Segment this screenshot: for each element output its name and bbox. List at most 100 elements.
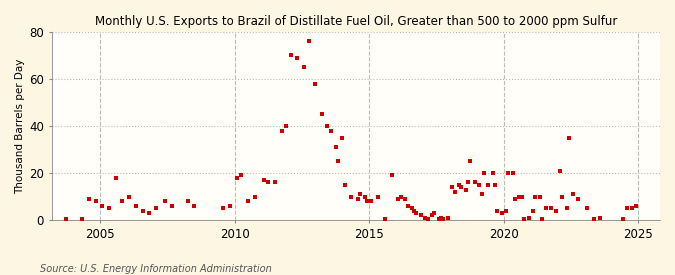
Point xyxy=(167,204,178,208)
Point xyxy=(581,206,592,211)
Point xyxy=(346,194,356,199)
Point xyxy=(447,185,458,189)
Point xyxy=(626,206,637,211)
Point xyxy=(117,199,128,204)
Point xyxy=(366,199,377,204)
Point xyxy=(550,208,561,213)
Point xyxy=(456,185,466,189)
Point xyxy=(263,180,274,185)
Point xyxy=(393,197,404,201)
Point xyxy=(528,208,539,213)
Point xyxy=(409,208,420,213)
Point xyxy=(510,197,520,201)
Y-axis label: Thousand Barrels per Day: Thousand Barrels per Day xyxy=(15,58,25,194)
Point xyxy=(496,211,507,215)
Point xyxy=(400,197,410,201)
Point xyxy=(545,206,556,211)
Point xyxy=(501,208,512,213)
Point xyxy=(355,192,366,196)
Point xyxy=(572,197,583,201)
Point xyxy=(137,208,148,213)
Point xyxy=(77,217,88,221)
Point xyxy=(130,204,141,208)
Point xyxy=(144,211,155,215)
Point xyxy=(618,217,628,221)
Point xyxy=(523,216,534,220)
Point xyxy=(189,204,200,208)
Point xyxy=(476,192,487,196)
Point xyxy=(359,194,370,199)
Point xyxy=(568,192,578,196)
Point xyxy=(303,39,314,43)
Point xyxy=(379,217,390,221)
Point xyxy=(250,194,261,199)
Point xyxy=(352,197,363,201)
Point xyxy=(541,206,551,211)
Point xyxy=(104,206,115,211)
Point xyxy=(588,217,599,221)
Point xyxy=(483,183,493,187)
Point xyxy=(236,173,247,178)
Point xyxy=(416,213,427,218)
Point xyxy=(182,199,193,204)
Point xyxy=(339,183,350,187)
Point xyxy=(489,183,500,187)
Point xyxy=(443,216,454,220)
Point xyxy=(436,216,447,220)
Point xyxy=(151,206,161,211)
Point xyxy=(411,211,422,215)
Point xyxy=(557,194,568,199)
Title: Monthly U.S. Exports to Brazil of Distillate Fuel Oil, Greater than 500 to 2000 : Monthly U.S. Exports to Brazil of Distil… xyxy=(95,15,617,28)
Point xyxy=(518,217,529,221)
Point xyxy=(362,199,373,204)
Point xyxy=(530,194,541,199)
Point xyxy=(438,217,449,222)
Point xyxy=(218,206,229,211)
Point xyxy=(160,199,171,204)
Point xyxy=(396,194,406,199)
Point xyxy=(225,204,236,208)
Point xyxy=(474,183,485,187)
Point xyxy=(292,56,303,60)
Point xyxy=(232,175,242,180)
Point xyxy=(90,199,101,204)
Point xyxy=(561,206,572,211)
Point xyxy=(595,216,605,220)
Point xyxy=(402,204,413,208)
Point xyxy=(622,206,632,211)
Point xyxy=(332,159,343,164)
Point xyxy=(124,194,134,199)
Point xyxy=(84,197,95,201)
Point xyxy=(429,211,440,215)
Point xyxy=(508,171,518,175)
Point xyxy=(462,180,473,185)
Text: Source: U.S. Energy Information Administration: Source: U.S. Energy Information Administ… xyxy=(40,264,272,274)
Point xyxy=(554,169,565,173)
Point xyxy=(631,204,642,208)
Point xyxy=(537,217,547,222)
Point xyxy=(450,190,460,194)
Point xyxy=(469,180,480,185)
Point xyxy=(373,194,383,199)
Point xyxy=(61,217,72,222)
Point xyxy=(460,187,471,192)
Point xyxy=(503,171,514,175)
Point xyxy=(420,216,431,220)
Point xyxy=(299,65,310,69)
Point xyxy=(325,128,336,133)
Point xyxy=(270,180,281,185)
Point xyxy=(465,159,476,164)
Point xyxy=(479,171,489,175)
Point xyxy=(406,206,417,211)
Point xyxy=(259,178,269,182)
Point xyxy=(337,136,348,140)
Point xyxy=(514,194,525,199)
Point xyxy=(321,124,332,128)
Point xyxy=(330,145,341,149)
Point xyxy=(427,213,437,218)
Point xyxy=(433,217,444,221)
Point xyxy=(564,136,574,140)
Point xyxy=(281,124,292,128)
Point xyxy=(423,217,433,222)
Point xyxy=(286,53,296,58)
